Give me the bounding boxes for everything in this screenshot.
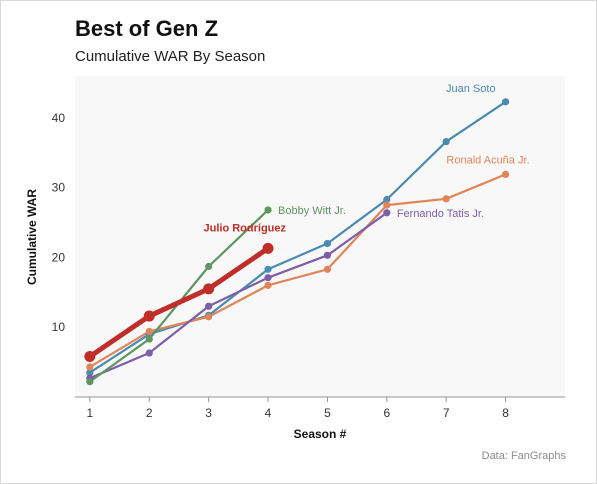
data-point-ronald-acuna-jr <box>145 327 153 336</box>
series-label-julio-rodriguez: Julio Rodríguez <box>204 222 287 234</box>
y-tick-label: 10 <box>52 320 66 334</box>
series-labels: Juan Soto Ronald Acuña Jr. Fernando Tatis … <box>204 83 530 235</box>
series-line-juan-soto <box>88 100 507 374</box>
data-point-bobby-witt-jr <box>264 206 272 214</box>
x-axis-title: Season # <box>294 427 347 441</box>
data-point-ronald-acuna-jr <box>323 265 332 273</box>
series-line-ronald-acuna-jr <box>88 173 507 369</box>
y-tick-label: 40 <box>52 111 66 125</box>
x-tick-label: 1 <box>87 406 94 420</box>
x-tick-label: 4 <box>265 406 272 420</box>
data-point-bobby-witt-jr <box>86 378 94 386</box>
series-line-fernando-tatis-jr <box>88 211 388 380</box>
x-tick-label: 2 <box>146 406 153 420</box>
data-point-juan-soto <box>502 98 510 106</box>
data-point-julio-rodriguez <box>203 283 215 295</box>
data-point-julio-rodriguez <box>143 310 155 322</box>
data-point-ronald-acuna-jr <box>383 201 391 209</box>
series-label-ronald-acuna-jr: Ronald Acuña Jr. <box>446 154 529 166</box>
data-point-ronald-acuna-jr <box>442 195 450 203</box>
data-point-julio-rodriguez <box>84 351 96 363</box>
data-point-fernando-tatis-jr <box>145 349 153 357</box>
axis-ticks: 1 2 3 4 5 6 7 8 10 20 30 40 <box>52 111 510 420</box>
data-point-juan-soto <box>383 195 391 204</box>
series-lines <box>87 100 507 383</box>
data-point-fernando-tatis-jr <box>264 274 272 282</box>
x-tick-label: 3 <box>205 406 212 420</box>
series-label-fernando-tatis-jr: Fernando Tatis Jr. <box>397 208 484 220</box>
data-point-ronald-acuna-jr <box>86 363 94 371</box>
y-tick-label: 20 <box>52 250 66 264</box>
series-label-juan-soto: Juan Soto <box>446 83 496 95</box>
data-point-ronald-acuna-jr <box>205 313 213 321</box>
x-tick-label: 7 <box>443 406 450 420</box>
data-point-julio-rodriguez <box>262 242 274 254</box>
data-point-fernando-tatis-jr <box>205 302 213 310</box>
y-axis-title: Cumulative WAR <box>25 189 39 285</box>
data-point-bobby-witt-jr <box>205 262 213 271</box>
series-label-bobby-witt-jr: Bobby Witt Jr. <box>278 205 346 217</box>
plot-area <box>75 76 565 397</box>
data-point-juan-soto <box>86 368 94 377</box>
data-source: Data: FanGraphs <box>481 450 566 462</box>
chart-subtitle: Cumulative WAR By Season <box>75 48 266 65</box>
series-line-julio-rodriguez <box>87 245 271 360</box>
x-tick-label: 5 <box>324 406 331 420</box>
series-points <box>84 98 510 386</box>
chart-title: Best of Gen Z <box>75 16 219 41</box>
data-point-fernando-tatis-jr <box>383 209 391 217</box>
y-tick-label: 30 <box>52 181 66 195</box>
x-tick-label: 6 <box>383 406 390 420</box>
x-tick-label: 8 <box>502 406 509 420</box>
data-point-juan-soto <box>442 137 450 146</box>
data-point-ronald-acuna-jr <box>502 170 510 178</box>
data-point-fernando-tatis-jr <box>323 251 332 259</box>
data-point-juan-soto <box>264 265 272 273</box>
data-point-ronald-acuna-jr <box>264 281 272 289</box>
data-point-juan-soto <box>323 239 332 248</box>
data-point-bobby-witt-jr <box>145 335 153 343</box>
